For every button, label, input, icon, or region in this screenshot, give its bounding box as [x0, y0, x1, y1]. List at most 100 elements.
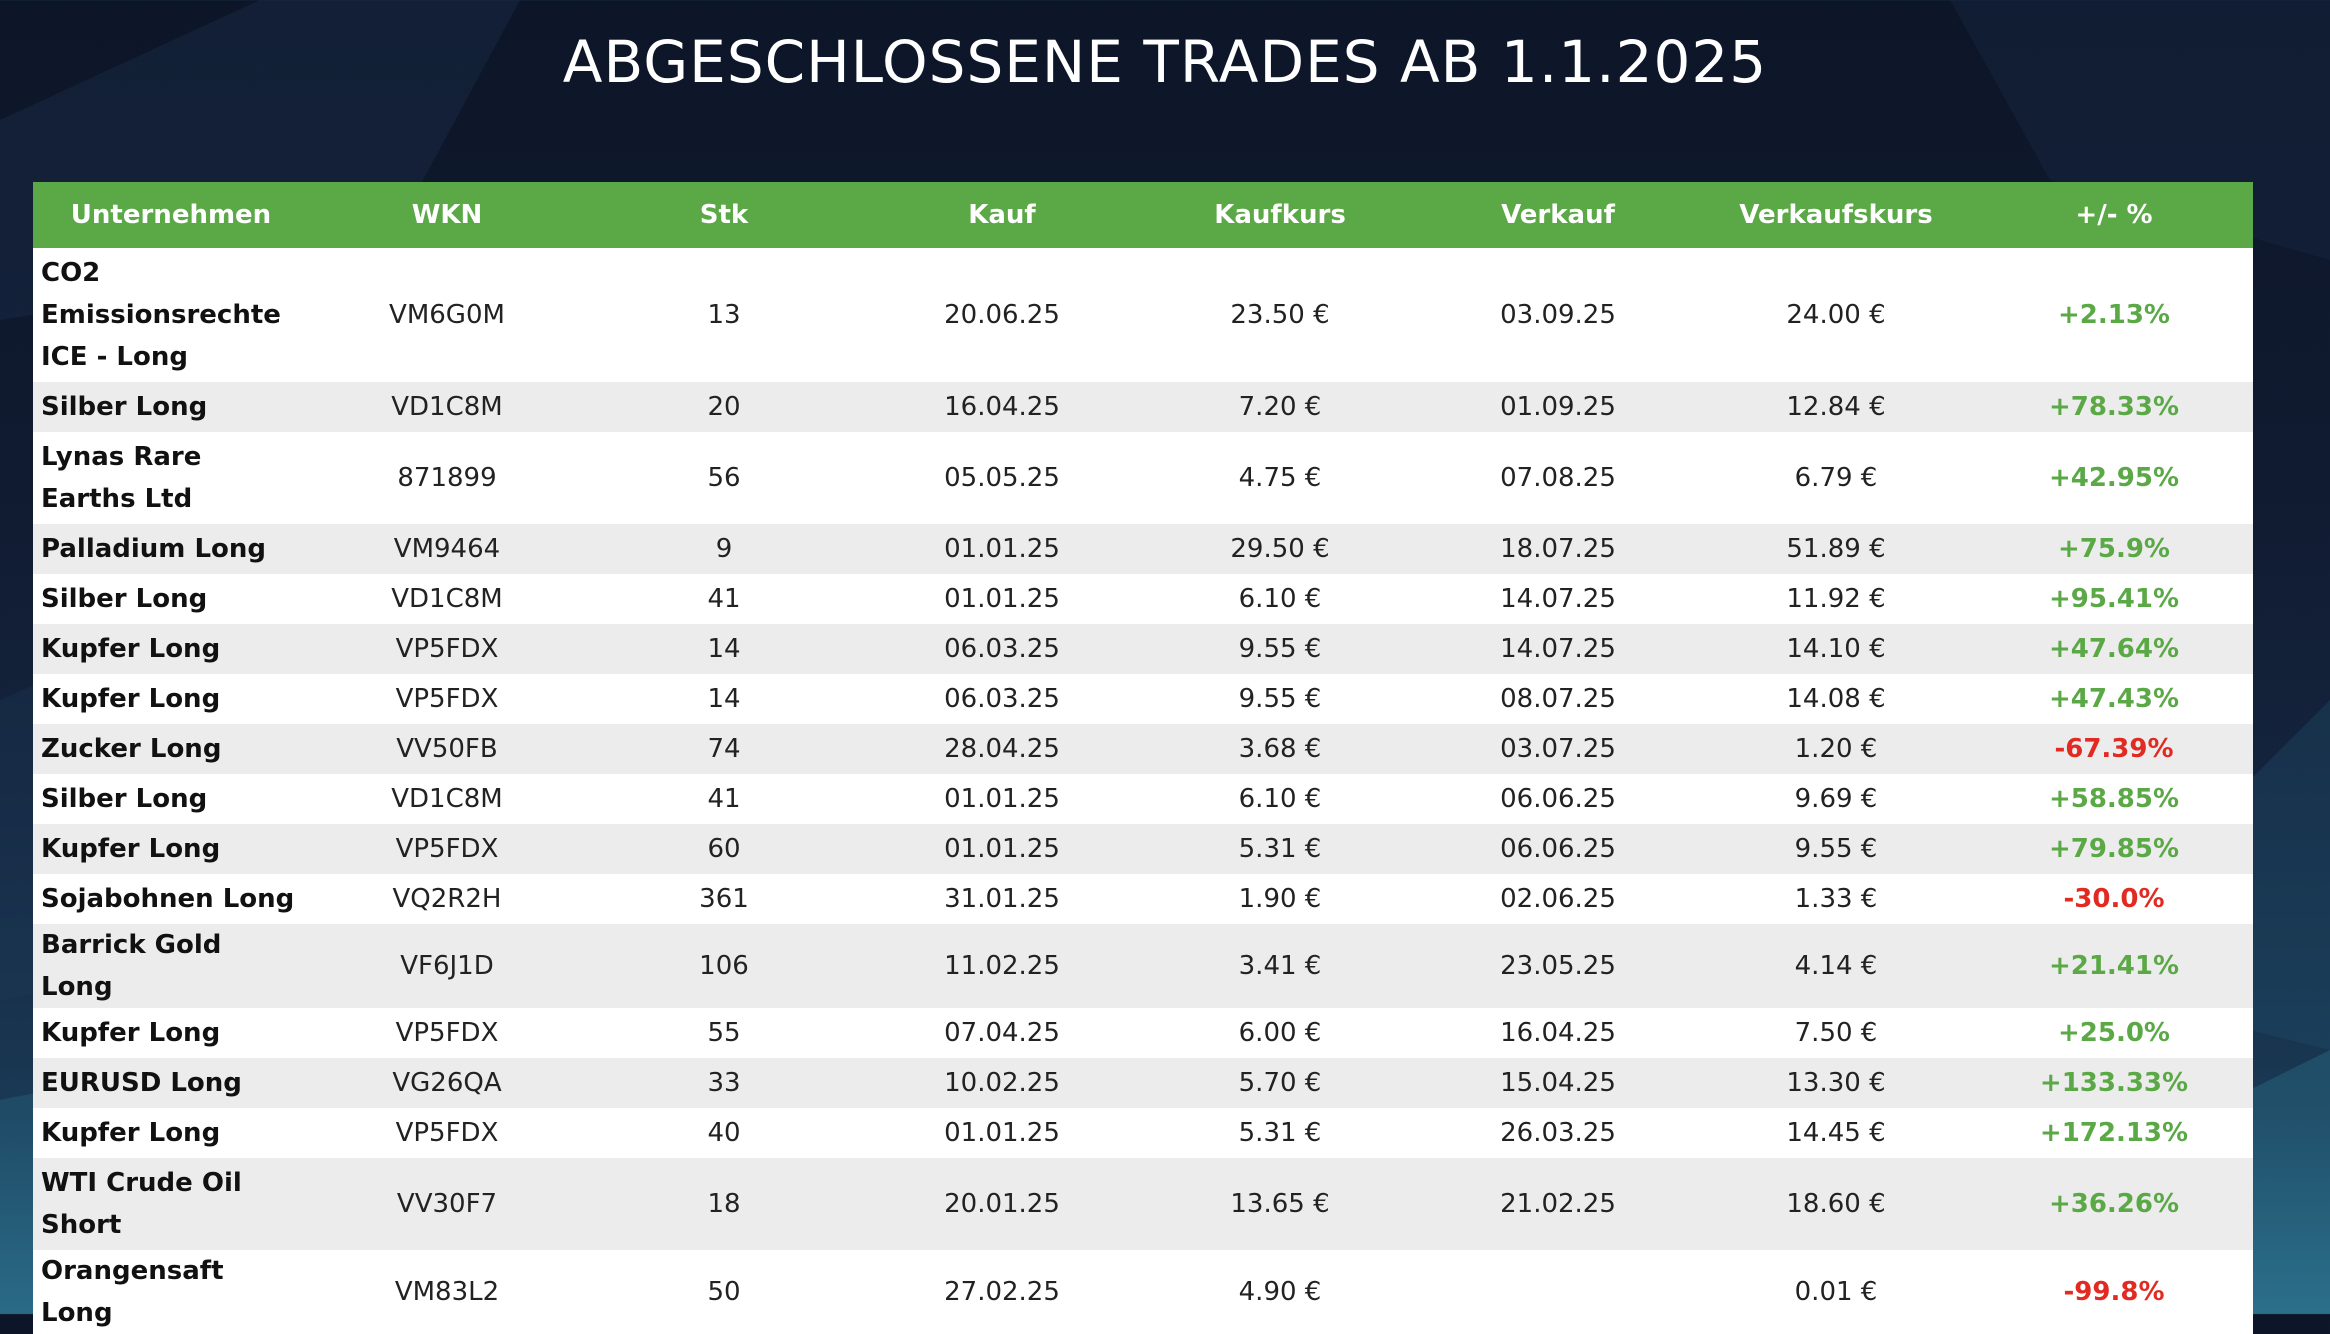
cell-kauf: 28.04.25 [863, 724, 1141, 774]
cell-kauf: 01.01.25 [863, 1108, 1141, 1158]
cell-unternehmen: Kupfer Long [33, 1008, 309, 1058]
cell-verkaufskurs: 12.84 € [1697, 382, 1975, 432]
cell-kaufkurs: 9.55 € [1141, 624, 1419, 674]
cell-wkn: VD1C8M [309, 774, 585, 824]
cell-unternehmen: Silber Long [33, 774, 309, 824]
table-row: Palladium Long VM9464 9 01.01.25 29.50 €18.0… [33, 524, 2253, 574]
cell-kauf: 16.04.25 [863, 382, 1141, 432]
cell-stk: 74 [585, 724, 863, 774]
cell-percent: +47.64% [1975, 624, 2253, 674]
cell-stk: 106 [585, 924, 863, 1008]
trades-table-container: Unternehmen WKN Stk Kauf Kaufkurs Verkau… [33, 182, 2253, 1334]
cell-verkaufskurs: 6.79 € [1697, 432, 1975, 524]
cell-stk: 14 [585, 674, 863, 724]
cell-verkaufskurs: 0.01 € [1697, 1250, 1975, 1334]
cell-unternehmen: Kupfer Long [33, 624, 309, 674]
cell-verkaufskurs: 24.00 € [1697, 248, 1975, 382]
cell-kaufkurs: 3.68 € [1141, 724, 1419, 774]
table-row: Orangensaft Long VM83L2 50 27.02.25 4.90 € 0.… [33, 1250, 2253, 1334]
cell-wkn: VM6G0M [309, 248, 585, 382]
table-row: WTI Crude Oil Short VV30F7 18 20.01.25 13.65… [33, 1158, 2253, 1250]
cell-kaufkurs: 5.70 € [1141, 1058, 1419, 1108]
cell-unternehmen: Palladium Long [33, 524, 309, 574]
cell-verkaufskurs: 7.50 € [1697, 1008, 1975, 1058]
cell-wkn: VP5FDX [309, 1108, 585, 1158]
cell-kauf: 01.01.25 [863, 774, 1141, 824]
cell-percent: +21.41% [1975, 924, 2253, 1008]
cell-kauf: 06.03.25 [863, 624, 1141, 674]
cell-percent: +79.85% [1975, 824, 2253, 874]
cell-kaufkurs: 9.55 € [1141, 674, 1419, 724]
cell-verkauf: 08.07.25 [1419, 674, 1697, 724]
header-kauf: Kauf [863, 182, 1141, 248]
table-row: Kupfer Long VP5FDX 14 06.03.25 9.55 €14.07.2… [33, 624, 2253, 674]
table-row: EURUSD Long VG26QA 33 10.02.25 5.70 €15.04.2… [33, 1058, 2253, 1108]
cell-verkauf: 07.08.25 [1419, 432, 1697, 524]
cell-percent: +36.26% [1975, 1158, 2253, 1250]
cell-stk: 40 [585, 1108, 863, 1158]
cell-stk: 41 [585, 774, 863, 824]
cell-percent: +78.33% [1975, 382, 2253, 432]
cell-kaufkurs: 6.10 € [1141, 774, 1419, 824]
cell-kauf: 01.01.25 [863, 574, 1141, 624]
cell-verkaufskurs: 18.60 € [1697, 1158, 1975, 1250]
cell-verkaufskurs: 13.30 € [1697, 1058, 1975, 1108]
table-row: Barrick Gold Long VF6J1D 106 11.02.25 3.41 €… [33, 924, 2253, 1008]
cell-percent: +47.43% [1975, 674, 2253, 724]
cell-kaufkurs: 4.90 € [1141, 1250, 1419, 1334]
cell-kauf: 31.01.25 [863, 874, 1141, 924]
cell-verkaufskurs: 14.08 € [1697, 674, 1975, 724]
cell-unternehmen: Silber Long [33, 574, 309, 624]
cell-unternehmen: Zucker Long [33, 724, 309, 774]
cell-kauf: 20.01.25 [863, 1158, 1141, 1250]
cell-verkauf: 15.04.25 [1419, 1058, 1697, 1108]
cell-percent: +95.41% [1975, 574, 2253, 624]
cell-stk: 33 [585, 1058, 863, 1108]
cell-percent: -30.0% [1975, 874, 2253, 924]
cell-verkauf: 06.06.25 [1419, 824, 1697, 874]
cell-wkn: VG26QA [309, 1058, 585, 1108]
table-header-row: Unternehmen WKN Stk Kauf Kaufkurs Verkau… [33, 182, 2253, 248]
cell-kauf: 20.06.25 [863, 248, 1141, 382]
cell-kauf: 05.05.25 [863, 432, 1141, 524]
cell-stk: 18 [585, 1158, 863, 1250]
cell-verkaufskurs: 9.69 € [1697, 774, 1975, 824]
header-unternehmen: Unternehmen [33, 182, 309, 248]
cell-verkaufskurs: 14.10 € [1697, 624, 1975, 674]
cell-wkn: VD1C8M [309, 574, 585, 624]
cell-stk: 41 [585, 574, 863, 624]
cell-kauf: 06.03.25 [863, 674, 1141, 724]
cell-wkn: 871899 [309, 432, 585, 524]
table-row: Lynas Rare Earths Ltd 871899 56 05.05.25 4.7… [33, 432, 2253, 524]
trades-table: Unternehmen WKN Stk Kauf Kaufkurs Verkau… [33, 182, 2253, 1334]
cell-kauf: 01.01.25 [863, 524, 1141, 574]
cell-verkauf: 06.06.25 [1419, 774, 1697, 824]
table-row: Kupfer Long VP5FDX 14 06.03.25 9.55 €08.07.2… [33, 674, 2253, 724]
cell-kauf: 01.01.25 [863, 824, 1141, 874]
header-kaufkurs: Kaufkurs [1141, 182, 1419, 248]
cell-wkn: VP5FDX [309, 1008, 585, 1058]
cell-percent: +133.33% [1975, 1058, 2253, 1108]
cell-verkauf: 02.06.25 [1419, 874, 1697, 924]
cell-percent: +42.95% [1975, 432, 2253, 524]
cell-kaufkurs: 29.50 € [1141, 524, 1419, 574]
cell-unternehmen: CO2 Emissionsrechte ICE - Long [33, 248, 309, 382]
cell-kaufkurs: 1.90 € [1141, 874, 1419, 924]
cell-unternehmen: EURUSD Long [33, 1058, 309, 1108]
cell-kauf: 07.04.25 [863, 1008, 1141, 1058]
cell-kaufkurs: 23.50 € [1141, 248, 1419, 382]
cell-stk: 13 [585, 248, 863, 382]
cell-unternehmen: Sojabohnen Long [33, 874, 309, 924]
header-wkn: WKN [309, 182, 585, 248]
cell-verkauf [1419, 1250, 1697, 1334]
cell-wkn: VP5FDX [309, 824, 585, 874]
cell-percent: +58.85% [1975, 774, 2253, 824]
header-percent: +/- % [1975, 182, 2253, 248]
cell-kaufkurs: 5.31 € [1141, 824, 1419, 874]
cell-verkauf: 03.07.25 [1419, 724, 1697, 774]
cell-stk: 20 [585, 382, 863, 432]
page-title: ABGESCHLOSSENE TRADES AB 1.1.2025 [562, 28, 1768, 96]
cell-unternehmen: Kupfer Long [33, 824, 309, 874]
cell-unternehmen: Barrick Gold Long [33, 924, 309, 1008]
cell-kauf: 10.02.25 [863, 1058, 1141, 1108]
